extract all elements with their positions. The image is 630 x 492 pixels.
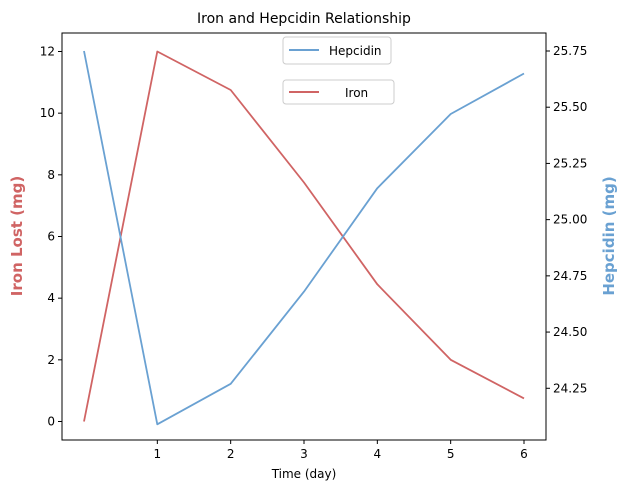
y-left-tick-label: 12 — [40, 45, 55, 59]
y-axis-right-label: Hepcidin (mg) — [600, 176, 618, 295]
y-right-tick-label: 25.00 — [553, 213, 587, 227]
y-left-tick-label: 0 — [47, 415, 55, 429]
y-right-tick-label: 25.25 — [553, 156, 587, 170]
y-left-tick-label: 6 — [47, 230, 55, 244]
x-axis-label: Time (day) — [271, 467, 337, 481]
x-tick-label: 5 — [447, 447, 455, 461]
legend-iron: Iron — [282, 79, 395, 105]
y-left-tick-label: 2 — [47, 353, 55, 367]
y-left-tick-label: 4 — [47, 291, 55, 305]
x-tick-label: 4 — [374, 447, 382, 461]
x-axis: 1 2 3 4 5 6 — [154, 440, 528, 461]
y-axis-right: 24.25 24.50 24.75 25.00 25.25 25.50 25.75 — [546, 44, 587, 395]
legend-hepcidin-label: Hepcidin — [329, 44, 382, 58]
series-line-hepcidin — [83, 50, 525, 426]
y-axis-left-label: Iron Lost (mg) — [8, 176, 26, 296]
series-layer — [83, 50, 525, 426]
y-right-tick-label: 24.25 — [553, 381, 587, 395]
x-tick-label: 6 — [520, 447, 528, 461]
legend-hepcidin-box — [282, 36, 392, 65]
x-tick-label: 2 — [227, 447, 235, 461]
y-left-tick-label: 10 — [40, 106, 55, 120]
legend-iron-label: Iron — [345, 86, 368, 100]
chart-title: Iron and Hepcidin Relationship — [197, 11, 411, 27]
legend-hepcidin: Hepcidin — [282, 36, 392, 65]
legend-iron-box — [282, 79, 395, 105]
y-right-tick-label: 24.75 — [553, 269, 587, 283]
y-right-tick-label: 24.50 — [553, 325, 587, 339]
x-tick-label: 1 — [154, 447, 162, 461]
y-left-tick-label: 8 — [47, 168, 55, 182]
y-right-tick-label: 25.50 — [553, 100, 587, 114]
y-axis-left: 0 2 4 6 8 10 12 — [40, 45, 62, 429]
y-right-tick-label: 25.75 — [553, 44, 587, 58]
x-tick-label: 3 — [300, 447, 308, 461]
series-line-iron — [83, 50, 525, 422]
